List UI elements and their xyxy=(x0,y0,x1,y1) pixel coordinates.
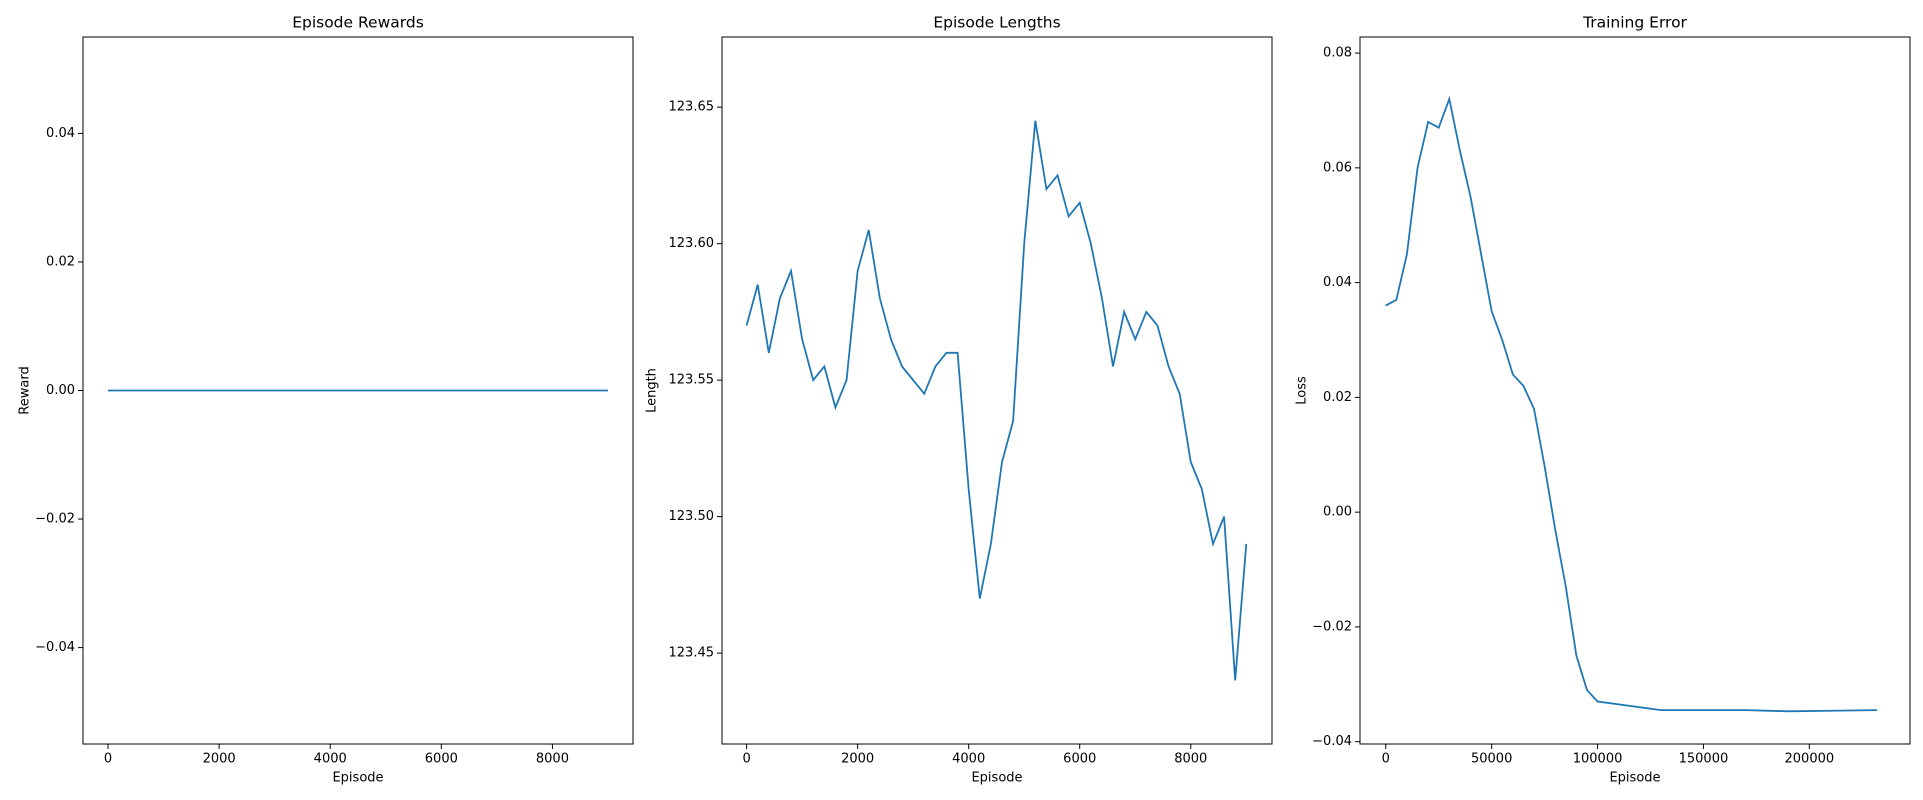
y-axis-label: Reward xyxy=(18,366,33,414)
x-tick-label: 150000 xyxy=(1679,752,1729,767)
x-tick-label: 0 xyxy=(104,752,112,767)
x-tick-label: 0 xyxy=(1382,752,1390,767)
y-tick-label: 0.00 xyxy=(46,383,75,398)
y-axis-label: Length xyxy=(645,368,660,413)
y-tick-label: 0.02 xyxy=(1323,390,1352,405)
data-line xyxy=(1385,95,1878,713)
plot-frame xyxy=(82,36,634,745)
x-axis-label: Episode xyxy=(1609,771,1660,786)
y-tick-label: 0.02 xyxy=(46,254,75,269)
x-tick-label: 6000 xyxy=(1063,752,1096,767)
chart-title: Episode Lengths xyxy=(933,14,1060,32)
x-axis-label: Episode xyxy=(971,771,1022,786)
x-tick-label: 2000 xyxy=(841,752,874,767)
y-tick-label: 0.00 xyxy=(1323,505,1352,520)
chart-title: Training Error xyxy=(1582,14,1687,32)
x-tick-label: 6000 xyxy=(425,752,458,767)
y-tick-label: 123.50 xyxy=(669,509,715,524)
y-tick-label: −0.02 xyxy=(35,512,75,527)
x-tick-label: 4000 xyxy=(952,752,985,767)
x-tick-label: 8000 xyxy=(536,752,569,767)
y-tick-label: 0.06 xyxy=(1323,160,1352,175)
x-tick-label: 4000 xyxy=(314,752,347,767)
y-tick-label: −0.04 xyxy=(1312,734,1352,749)
y-tick-label: 0.08 xyxy=(1323,46,1352,61)
data-line xyxy=(745,120,1248,681)
y-tick-label: 0.04 xyxy=(1323,275,1352,290)
chart-title: Episode Rewards xyxy=(292,14,424,32)
x-axis-label: Episode xyxy=(332,771,383,786)
x-tick-label: 200000 xyxy=(1785,752,1835,767)
y-tick-label: 123.60 xyxy=(669,236,715,251)
y-tick-label: −0.02 xyxy=(1312,619,1352,634)
plot-frame xyxy=(721,36,1273,745)
x-tick-label: 8000 xyxy=(1174,752,1207,767)
y-tick-label: 123.45 xyxy=(669,646,715,661)
y-axis-label: Loss xyxy=(1295,376,1310,405)
x-tick-label: 0 xyxy=(742,752,750,767)
x-tick-label: 2000 xyxy=(203,752,236,767)
x-tick-label: 50000 xyxy=(1471,752,1512,767)
plot-frame xyxy=(1359,36,1911,745)
y-tick-label: −0.04 xyxy=(35,640,75,655)
y-tick-label: 123.55 xyxy=(669,373,715,388)
x-tick-label: 100000 xyxy=(1573,752,1623,767)
y-tick-label: 123.65 xyxy=(669,100,715,115)
y-tick-label: 0.04 xyxy=(46,126,75,141)
